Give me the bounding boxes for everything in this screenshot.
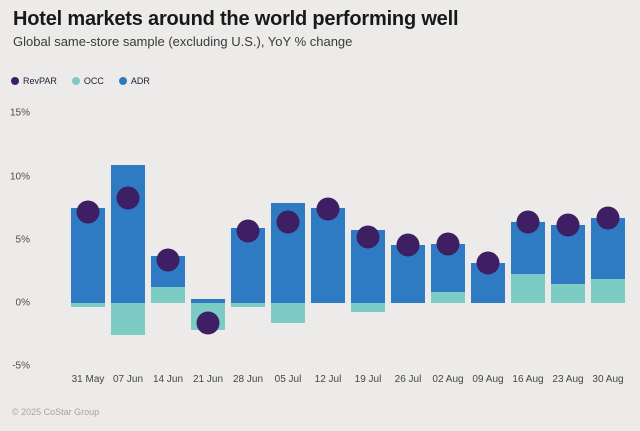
revpar-dot [76, 200, 100, 224]
y-axis-tick-label: 5% [15, 234, 30, 246]
x-axis-label: 05 Jul [274, 374, 302, 385]
revpar-dot [436, 232, 460, 256]
occ-bar [151, 286, 185, 303]
x-axis-label: 31 May [71, 374, 105, 385]
revpar-dot [196, 311, 220, 335]
y-axis-tick-label: -5% [12, 360, 30, 372]
occ-bar [591, 278, 625, 303]
x-axis-label: 28 Jun [232, 374, 264, 385]
x-axis-label: 02 Aug [432, 374, 464, 385]
revpar-dot [356, 225, 380, 249]
adr-circle-icon [118, 77, 127, 85]
x-axis-label: 21 Jun [192, 374, 224, 385]
adr-bar [311, 208, 345, 303]
x-axis-label: 23 Aug [552, 374, 584, 385]
occ-bar [271, 303, 305, 324]
y-axis-tick-label: 10% [9, 171, 30, 183]
occ-circle-icon [71, 77, 80, 85]
x-axis-label: 07 Jun [112, 374, 144, 385]
revpar-dot [156, 248, 180, 272]
revpar-dot [316, 197, 340, 221]
revpar-dot [396, 233, 420, 257]
y-axis-tick-label: 15% [9, 107, 30, 119]
occ-bar [551, 284, 585, 303]
x-axis-label: 16 Aug [512, 374, 544, 385]
revpar-dot [276, 210, 300, 234]
x-axis-label: 09 Aug [472, 374, 504, 385]
y-axis-tick-label: 0% [15, 297, 30, 309]
legend-label: ADR [130, 76, 150, 86]
revpar-dot [236, 219, 260, 243]
revpar-dot [596, 206, 620, 230]
x-axis-label: 14 Jun [152, 374, 184, 385]
occ-bar [71, 303, 105, 307]
revpar-dot [556, 213, 580, 237]
occ-bar [111, 303, 145, 335]
occ-bar [511, 273, 545, 303]
legend-label: RevPAR [23, 76, 57, 86]
chart-legend: RevPAR OCC ADR [11, 76, 150, 86]
legend-label: OCC [83, 76, 104, 86]
revpar-dot [476, 251, 500, 275]
x-axis-label: 19 Jul [354, 374, 382, 385]
adr-bar [191, 299, 225, 303]
revpar-circle-icon [11, 77, 19, 85]
legend-item-adr: ADR [118, 76, 150, 86]
copyright-note: © 2025 CoStar Group [12, 407, 100, 417]
page-subtitle: Global same-store sample (excluding U.S.… [13, 34, 353, 49]
adr-bar [71, 208, 105, 303]
x-axis-label: 26 Jul [394, 374, 422, 385]
revpar-dot [516, 210, 540, 234]
occ-bar [431, 291, 465, 303]
x-axis-label: 30 Aug [592, 374, 624, 385]
revpar-dot [116, 186, 140, 210]
occ-bar [351, 303, 385, 312]
legend-item-revpar: RevPAR [11, 76, 57, 86]
legend-item-occ: OCC [71, 76, 104, 86]
x-axis-label: 12 Jul [314, 374, 342, 385]
occ-bar [231, 303, 265, 307]
page-title: Hotel markets around the world performin… [13, 8, 459, 30]
